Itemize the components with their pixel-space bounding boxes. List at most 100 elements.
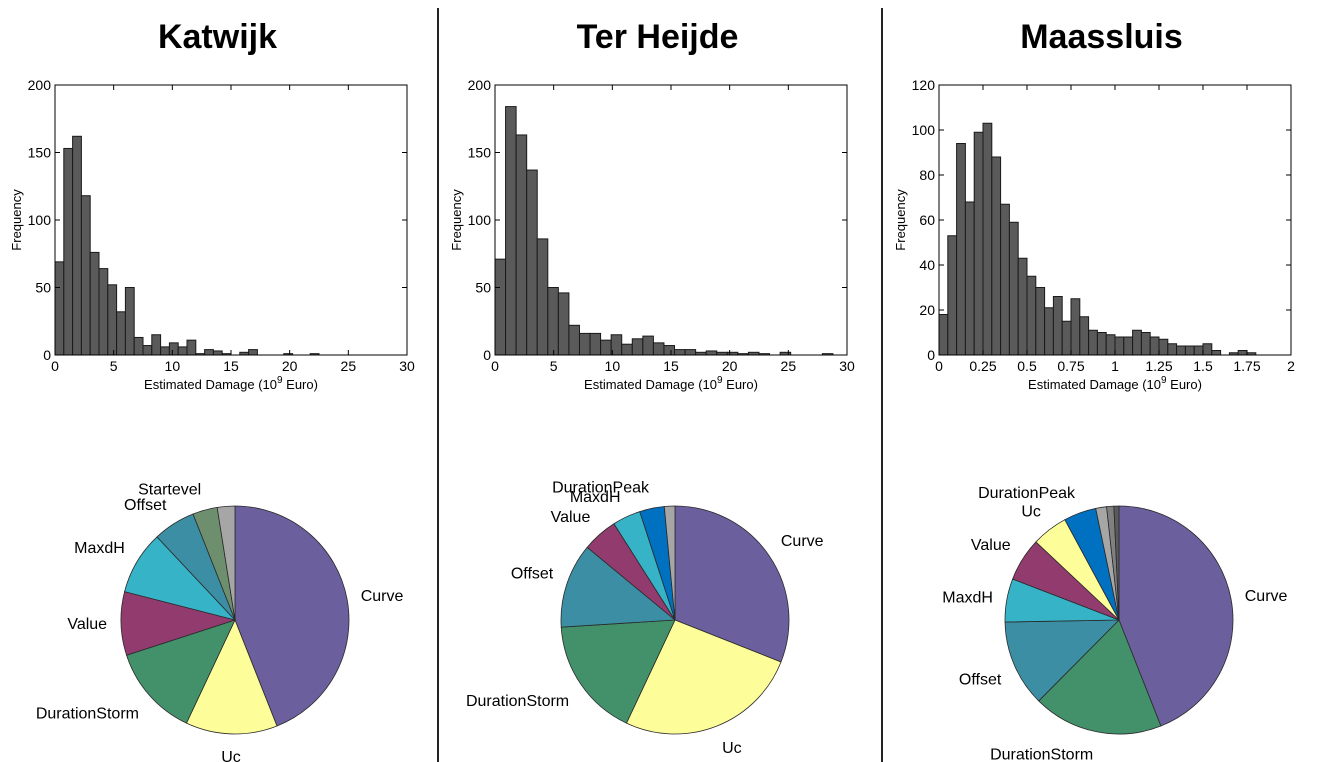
histogram-bar xyxy=(1193,345,1204,356)
histogram-bar xyxy=(1132,329,1142,356)
y-tick-label: 0 xyxy=(927,347,935,363)
histogram-katwijk: 0 5 10 15 20 25 30 0 50 100 150 200 Estimated Damage… xyxy=(9,77,415,392)
x-tick-label: 0.75 xyxy=(1057,358,1084,374)
histogram-bar xyxy=(133,336,144,356)
histogram-bar xyxy=(168,342,179,356)
pie-slice xyxy=(674,505,790,663)
y-axis-label: Frequency xyxy=(9,189,24,251)
x-tick-label: 15 xyxy=(223,358,239,374)
histogram-maassluis: 0 0.25 0.5 0.75 1 1.25 1.5 1.75 2020406080100120… xyxy=(893,77,1295,392)
y-axis-label: Frequency xyxy=(449,189,464,251)
histogram-bar xyxy=(186,339,197,356)
pie-chart-katwijk: Curve Uc DurationStorm Value MaxdH OffsetStar… xyxy=(36,482,404,762)
histogram-bar xyxy=(107,284,118,356)
pie-label: DurationPeak xyxy=(978,485,1076,502)
histogram-bar xyxy=(1096,332,1107,356)
x-axis-label: Estimated Damage (109 Euro) xyxy=(1028,375,1202,392)
histogram-bar xyxy=(526,169,538,356)
pie-slice xyxy=(560,546,677,628)
x-tick-label: 0 xyxy=(491,358,499,374)
pie-label: Offset xyxy=(511,565,554,582)
x-tick-label: 0 xyxy=(51,358,59,374)
histogram-bar xyxy=(1176,345,1186,356)
histogram-bar xyxy=(964,201,975,356)
histogram-bar xyxy=(652,342,665,356)
y-tick-label: 200 xyxy=(28,77,52,93)
pie-slice xyxy=(216,505,236,621)
x-tick-label: 25 xyxy=(781,358,797,374)
histogram-bar xyxy=(1202,343,1213,356)
pie-slice xyxy=(560,619,676,724)
panel-title: Maassluis xyxy=(1020,18,1183,56)
x-axis-label: Estimated Damage (109 Euro) xyxy=(144,375,318,392)
histogram-bar xyxy=(1184,345,1195,356)
histogram-bar xyxy=(505,106,517,356)
x-tick-label: 10 xyxy=(165,358,181,374)
histogram-ter-heijde: 0 5 10 15 20 25 30 0 50 100 150 200 Estimated Damage… xyxy=(449,77,855,392)
panel-katwijk: Katwijk 0 5 10 15 20 25 30 0 50 100 150 200 Estimate… xyxy=(0,0,435,762)
histogram-bar xyxy=(98,268,109,356)
histogram-bar xyxy=(1123,336,1134,356)
panel-title: Katwijk xyxy=(157,18,278,56)
histogram-bar xyxy=(1044,307,1054,356)
histogram-bar xyxy=(1000,203,1010,356)
y-tick-label: 200 xyxy=(468,77,492,93)
histogram-bar xyxy=(536,238,549,356)
divider-2 xyxy=(881,8,883,762)
x-tick-label: 15 xyxy=(663,358,679,374)
x-tick-label: 2 xyxy=(1287,358,1295,374)
histogram-bar xyxy=(973,131,984,356)
histogram-bar xyxy=(151,334,162,356)
histogram-bar xyxy=(557,292,570,356)
pie-label: DurationStorm xyxy=(466,693,569,710)
pie-slice xyxy=(1118,505,1234,727)
histogram-bar xyxy=(621,343,633,356)
pie-label: Value xyxy=(67,616,107,633)
histogram-bar xyxy=(1070,298,1081,356)
histogram-bar xyxy=(631,338,644,356)
x-tick-label: 0 xyxy=(935,358,943,374)
pie-label: Curve xyxy=(1245,588,1288,605)
pie-slice xyxy=(1004,619,1120,702)
histogram-bar xyxy=(80,195,91,356)
pie-label: Curve xyxy=(361,588,404,605)
y-tick-label: 150 xyxy=(468,145,492,161)
histogram-bar xyxy=(589,332,602,356)
y-tick-label: 120 xyxy=(912,77,936,93)
x-tick-label: 0.25 xyxy=(969,358,996,374)
y-tick-label: 100 xyxy=(28,212,52,228)
pie-slice xyxy=(234,505,350,727)
y-axis-label: Frequency xyxy=(893,189,908,251)
histogram-bar xyxy=(1017,257,1028,356)
x-tick-label: 0.5 xyxy=(1017,358,1037,374)
histogram-bar xyxy=(515,134,528,356)
x-tick-label: 30 xyxy=(399,358,415,374)
histogram-bar xyxy=(1052,296,1063,356)
pie-label: MaxdH xyxy=(570,489,621,506)
x-tick-label: 20 xyxy=(282,358,298,374)
pie-label: Uc xyxy=(722,740,742,757)
histogram-bar xyxy=(212,350,223,356)
pie-label: Offset xyxy=(124,497,167,514)
histogram-bar xyxy=(142,345,153,356)
histogram-bar xyxy=(494,258,507,356)
y-tick-label: 100 xyxy=(468,212,492,228)
pie-chart-ter-heijde: Curve Uc DurationStorm Offset Value MaxdHDura… xyxy=(466,480,824,757)
y-tick-label: 50 xyxy=(35,280,51,296)
histogram-bar xyxy=(568,324,580,356)
pie-label: DurationPeak xyxy=(552,480,650,497)
y-tick-label: 100 xyxy=(912,122,936,138)
histogram-bar xyxy=(1211,350,1222,356)
histogram-bar xyxy=(1061,320,1072,356)
pie-label: Uc xyxy=(221,749,241,762)
histogram-bar xyxy=(684,349,697,356)
pie-slice xyxy=(185,618,278,735)
pie-label: Curve xyxy=(781,533,824,550)
x-tick-label: 1 xyxy=(1111,358,1119,374)
pie-label: Offset xyxy=(959,671,1002,688)
histogram-bar xyxy=(1167,343,1178,356)
histogram-bar xyxy=(1158,338,1169,356)
y-tick-label: 60 xyxy=(919,212,935,228)
y-tick-label: 0 xyxy=(483,347,491,363)
panel-title: Ter Heijde xyxy=(576,18,739,56)
